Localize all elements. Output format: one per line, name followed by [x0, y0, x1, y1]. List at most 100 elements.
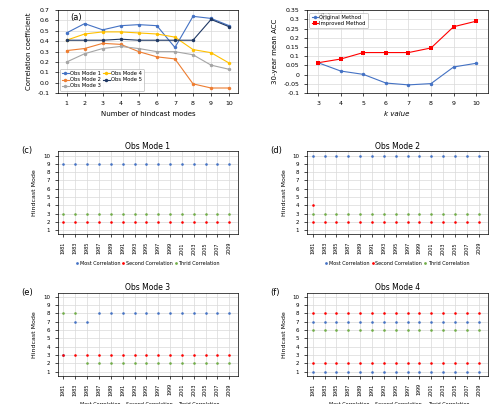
- Point: [356, 318, 364, 325]
- Improved Method: [406, 50, 411, 55]
- Point: [439, 310, 447, 317]
- Point: [380, 327, 388, 333]
- Obs Mode 3: [172, 49, 178, 54]
- Point: [392, 210, 400, 217]
- Point: [118, 310, 126, 317]
- Point: [320, 210, 328, 217]
- Point: [380, 210, 388, 217]
- Title: Obs Mode 4: Obs Mode 4: [374, 283, 420, 292]
- Point: [368, 327, 376, 333]
- Line: Obs Mode 4: Obs Mode 4: [65, 30, 231, 65]
- Point: [118, 210, 126, 217]
- Point: [142, 210, 150, 217]
- Point: [427, 210, 435, 217]
- Point: [439, 360, 447, 366]
- Point: [416, 318, 424, 325]
- Point: [416, 210, 424, 217]
- Point: [451, 327, 459, 333]
- Point: [344, 210, 352, 217]
- Obs Mode 1: [118, 23, 124, 28]
- Obs Mode 2: [136, 49, 142, 54]
- Point: [95, 161, 103, 167]
- Point: [190, 360, 198, 366]
- Y-axis label: 30-year mean ACC: 30-year mean ACC: [272, 19, 278, 84]
- Point: [83, 219, 91, 225]
- Point: [463, 152, 471, 159]
- Point: [332, 219, 340, 225]
- Obs Mode 1: [226, 23, 232, 28]
- Point: [166, 310, 174, 317]
- Point: [427, 219, 435, 225]
- Original Method: [450, 65, 456, 69]
- Text: (d): (d): [270, 146, 282, 156]
- Point: [107, 219, 115, 225]
- Obs Mode 3: [136, 46, 142, 51]
- Obs Mode 2: [118, 42, 124, 47]
- Point: [320, 219, 328, 225]
- Point: [154, 352, 162, 358]
- Point: [178, 352, 186, 358]
- Point: [463, 327, 471, 333]
- Point: [320, 318, 328, 325]
- Point: [107, 352, 115, 358]
- Obs Mode 3: [226, 67, 232, 72]
- Obs Mode 4: [226, 61, 232, 65]
- Point: [142, 161, 150, 167]
- Point: [463, 310, 471, 317]
- Point: [380, 152, 388, 159]
- Point: [344, 368, 352, 375]
- Point: [427, 318, 435, 325]
- Point: [451, 360, 459, 366]
- Point: [214, 210, 222, 217]
- Line: Obs Mode 3: Obs Mode 3: [65, 45, 231, 71]
- Point: [344, 219, 352, 225]
- Point: [214, 161, 222, 167]
- Point: [107, 360, 115, 366]
- Point: [154, 310, 162, 317]
- Point: [95, 210, 103, 217]
- X-axis label: Number of hindcast modes: Number of hindcast modes: [100, 112, 195, 118]
- Point: [142, 310, 150, 317]
- Point: [404, 310, 411, 317]
- Point: [60, 310, 68, 317]
- Point: [130, 219, 138, 225]
- Legend: Original Method, Improved Method: Original Method, Improved Method: [310, 13, 368, 28]
- Improved Method: [450, 24, 456, 29]
- Point: [166, 352, 174, 358]
- Obs Mode 1: [100, 27, 105, 32]
- Point: [142, 219, 150, 225]
- Point: [60, 210, 68, 217]
- Point: [72, 318, 80, 325]
- Point: [356, 368, 364, 375]
- Point: [463, 360, 471, 366]
- Point: [130, 161, 138, 167]
- Text: (e): (e): [22, 288, 33, 297]
- Original Method: [383, 81, 389, 86]
- Line: Obs Mode 1: Obs Mode 1: [65, 15, 231, 49]
- Point: [474, 368, 482, 375]
- Point: [309, 318, 317, 325]
- Point: [451, 219, 459, 225]
- Point: [404, 360, 411, 366]
- Point: [404, 368, 411, 375]
- Obs Mode 4: [208, 50, 214, 55]
- Improved Method: [338, 57, 344, 61]
- Point: [130, 360, 138, 366]
- Point: [392, 360, 400, 366]
- Original Method: [428, 81, 434, 86]
- Obs Mode 4: [82, 32, 87, 36]
- Obs Mode 2: [82, 46, 87, 51]
- Point: [202, 210, 209, 217]
- Point: [463, 219, 471, 225]
- Point: [344, 327, 352, 333]
- Legend: Most Correlation, Second Correlation, Thrid Correlation: Most Correlation, Second Correlation, Th…: [324, 260, 470, 267]
- Point: [309, 219, 317, 225]
- Line: Obs Mode 5: Obs Mode 5: [65, 18, 231, 42]
- Obs Mode 2: [64, 48, 70, 53]
- Point: [320, 360, 328, 366]
- Point: [368, 210, 376, 217]
- Title: Obs Mode 2: Obs Mode 2: [374, 141, 420, 151]
- Point: [60, 161, 68, 167]
- Point: [60, 352, 68, 358]
- Point: [190, 219, 198, 225]
